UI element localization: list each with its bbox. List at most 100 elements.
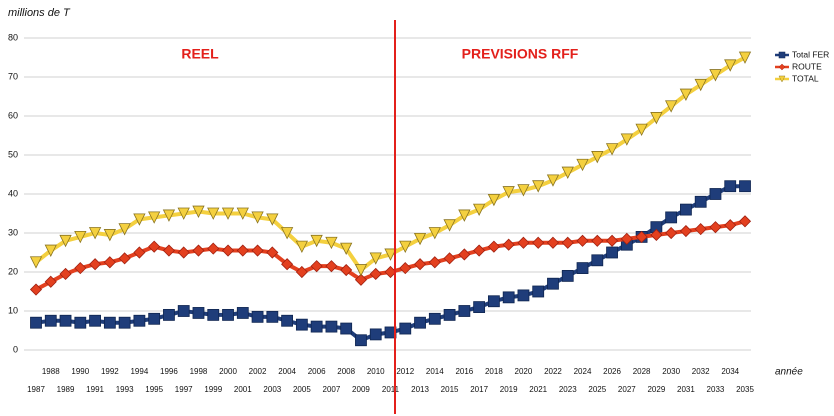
marker [74,316,87,329]
marker [266,310,279,323]
marker [30,316,42,329]
marker [487,240,500,253]
marker [502,186,515,199]
marker [163,308,175,321]
marker [148,211,161,224]
marker [207,207,220,220]
series [29,215,752,296]
marker [428,227,441,240]
marker [192,205,205,218]
marker [103,229,117,242]
marker [739,180,751,193]
marker [473,301,486,314]
marker [118,223,131,236]
x-tick-label: 2012 [396,367,414,376]
x-tick-label: 2013 [411,385,429,394]
marker [148,240,161,253]
x-tick-label: 2017 [470,385,488,394]
marker [280,227,294,240]
marker [694,223,707,236]
marker [281,258,294,271]
marker [576,262,589,275]
marker [133,246,146,259]
marker [605,143,619,156]
marker [443,252,456,265]
marker [44,244,57,257]
marker [74,231,87,244]
y-axis-title: millions de T [8,7,71,19]
legend-label: ROUTE [792,61,822,71]
marker [207,308,220,321]
marker [576,234,589,247]
marker [29,256,43,269]
marker [251,211,264,224]
marker [236,307,249,319]
x-tick-label: 2014 [426,367,444,376]
marker [709,221,722,234]
marker [576,158,589,172]
marker [605,234,619,247]
marker [177,207,190,220]
y-tick-label: 80 [8,32,18,42]
marker [650,228,663,242]
x-tick-label: 2000 [219,367,237,376]
x-tick-label: 1994 [130,367,148,376]
series [30,180,751,347]
marker [532,180,545,193]
x-tick-label: 2035 [736,385,754,394]
x-tick-label: 1999 [204,385,222,394]
marker [428,312,441,325]
marker [443,219,456,232]
marker [251,310,264,323]
marker [650,112,663,125]
marker [399,240,412,254]
marker [620,133,633,146]
x-tick-label: 2025 [588,385,606,394]
marker [738,215,752,228]
x-tick-label: 1996 [160,367,178,376]
marker [177,246,190,259]
marker [369,328,382,341]
marker [443,308,456,321]
marker [472,203,486,216]
x-tick-label: 2018 [485,367,503,376]
marker [89,258,102,271]
x-tick-label: 1991 [86,385,104,394]
y-tick-label: 60 [8,110,18,120]
annotation: REEL [181,46,219,62]
marker [222,308,234,321]
marker [546,236,560,249]
marker [635,230,648,243]
marker [561,166,574,179]
x-tick-label: 2004 [278,367,296,376]
marker [103,316,116,329]
marker [694,78,707,92]
x-tick-label: 1992 [101,367,119,376]
x-tick-label: 2034 [721,367,739,376]
x-tick-label: 2010 [367,367,385,376]
marker [295,265,308,279]
marker [162,244,176,257]
series [29,51,752,277]
marker [29,283,43,296]
marker [738,51,752,64]
marker [724,219,737,232]
marker [591,254,604,267]
marker [310,234,323,248]
x-tick-label: 2006 [308,367,326,376]
marker [694,195,707,208]
marker [487,193,501,207]
marker [680,203,692,216]
x-tick-label: 2022 [544,367,562,376]
x-tick-label: 2003 [263,385,281,394]
x-tick-label: 2005 [293,385,311,394]
marker [310,260,323,273]
x-tick-label: 1993 [116,385,134,394]
x-tick-label: 1995 [145,385,163,394]
marker [679,224,692,238]
marker [517,289,530,302]
x-tick-label: 2001 [234,385,252,394]
legend-marker [778,63,786,71]
y-tick-label: 10 [8,305,18,315]
marker [665,226,678,240]
